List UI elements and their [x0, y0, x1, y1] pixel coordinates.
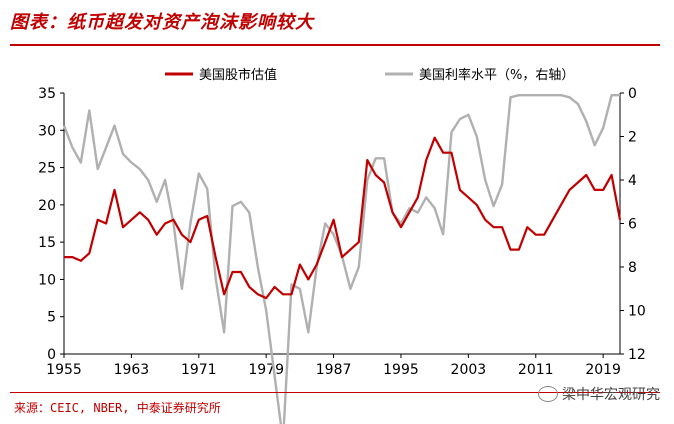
y-left-tick-label: 0 — [47, 347, 56, 363]
chart-axes: 0 5 10 15 20 25 30 35 0 2 4 6 8 10 12 1955 1963 1971 1979 1… — [38, 86, 646, 378]
x-tick-label: 1987 — [316, 362, 352, 378]
y-right-tick-label: 6 — [628, 217, 637, 233]
y-right-tick-label: 12 — [628, 347, 646, 363]
legend-label: 美国利率水平（%，右轴） — [419, 67, 574, 83]
x-tick-label: 1995 — [383, 362, 419, 378]
x-tick-label: 1955 — [46, 362, 82, 378]
x-tick-label: 1979 — [248, 362, 284, 378]
chart-legend: 美国股市估值 美国利率水平（%，右轴） — [165, 67, 574, 83]
wechat-icon — [538, 386, 558, 402]
y-left-tick-label: 20 — [38, 198, 56, 214]
x-tick-label: 2019 — [585, 362, 621, 378]
footer-rule — [10, 392, 660, 393]
y-left-tick-label: 15 — [38, 235, 56, 251]
y-right-tick-label: 2 — [628, 130, 637, 146]
title-rule — [10, 44, 660, 46]
y-left-tick-label: 5 — [47, 310, 56, 326]
x-tick-label: 1971 — [181, 362, 217, 378]
x-tick-label: 1963 — [114, 362, 150, 378]
y-left-tick-label: 10 — [38, 272, 56, 288]
y-left-tick-label: 30 — [38, 123, 56, 139]
y-left-tick-label: 35 — [38, 86, 56, 102]
y-right-tick-label: 10 — [628, 304, 646, 320]
y-right-tick-label: 4 — [628, 173, 637, 189]
y-right-tick-label: 8 — [628, 260, 637, 276]
chart-lines — [62, 94, 622, 424]
x-tick-label: 2003 — [451, 362, 487, 378]
x-tick-label: 2011 — [518, 362, 554, 378]
y-left-tick-label: 25 — [38, 161, 56, 177]
watermark-text: 梁中华宏观研究 — [562, 387, 660, 403]
watermark: 梁中华宏观研究 — [538, 384, 660, 404]
page-title: 图表：纸币超发对资产泡沫影响较大 — [10, 12, 314, 33]
series-line-valuation — [64, 136, 622, 300]
y-right-tick-label: 0 — [628, 86, 637, 102]
source-note: 来源：CEIC, NBER, 中泰证券研究所 — [14, 401, 221, 415]
legend-label: 美国股市估值 — [199, 67, 277, 83]
